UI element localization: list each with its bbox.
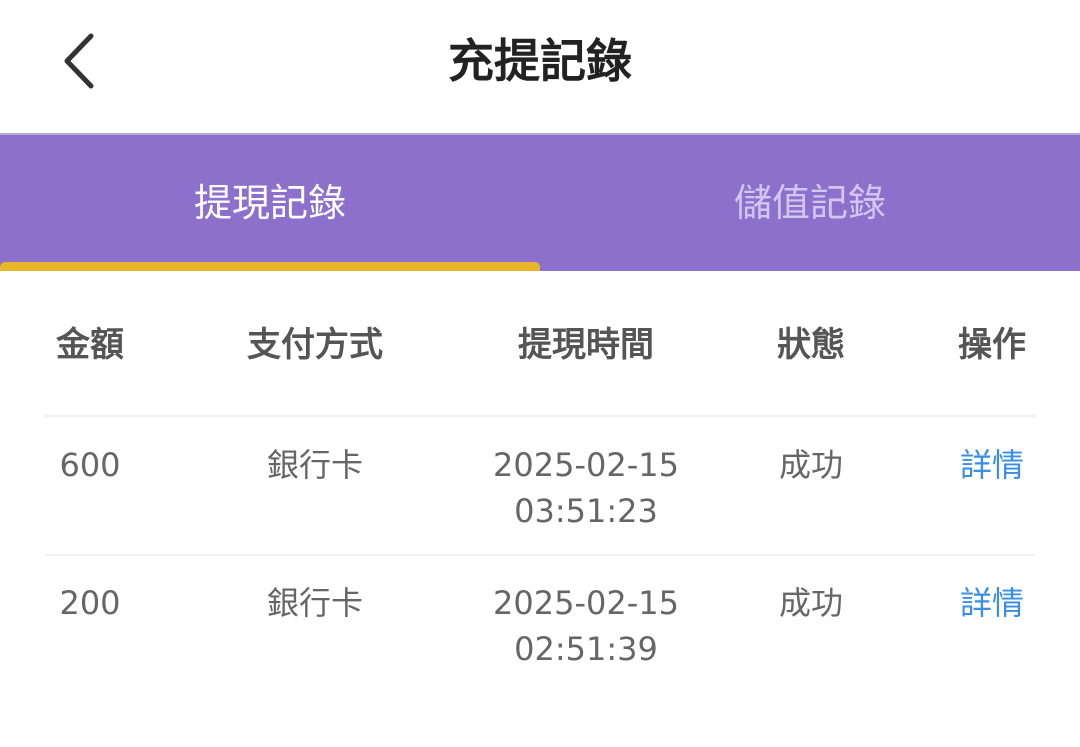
active-tab-indicator <box>0 262 540 271</box>
withdrawal-time: 03:51:23 <box>514 492 658 530</box>
payment-method: 銀行卡 <box>266 584 363 622</box>
payment-method: 銀行卡 <box>266 446 363 484</box>
column-header-status: 狀態 <box>777 325 845 365</box>
tab-withdrawal-records[interactable]: 提現記錄 <box>193 181 346 225</box>
page-title: 充提記錄 <box>448 34 632 88</box>
divider <box>45 554 1035 556</box>
chevron-left-icon <box>64 33 94 89</box>
divider <box>45 415 1035 417</box>
details-link[interactable]: 詳情 <box>959 584 1024 622</box>
back-button[interactable] <box>55 30 105 92</box>
column-header-amount: 金額 <box>56 325 124 365</box>
tab-deposit-records[interactable]: 儲值記錄 <box>733 181 886 225</box>
header: 充提記錄 <box>0 0 1080 133</box>
details-link[interactable]: 詳情 <box>959 446 1024 484</box>
status: 成功 <box>778 446 843 484</box>
withdrawal-date: 2025-02-15 <box>493 446 679 484</box>
amount: 200 <box>59 584 121 622</box>
column-header-method: 支付方式 <box>247 325 383 365</box>
tab-bar: 提現記錄 儲值記錄 <box>0 133 1080 271</box>
withdrawal-time: 02:51:39 <box>514 630 658 668</box>
amount: 600 <box>59 446 121 484</box>
withdrawal-date: 2025-02-15 <box>493 584 679 622</box>
status: 成功 <box>778 584 843 622</box>
column-header-action: 操作 <box>958 325 1026 365</box>
column-header-time: 提現時間 <box>518 325 654 365</box>
